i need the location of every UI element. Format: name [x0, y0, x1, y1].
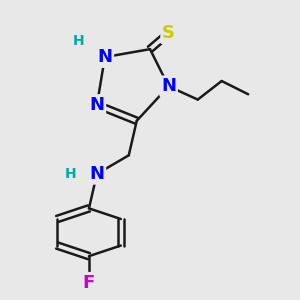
- Text: H: H: [73, 34, 84, 48]
- Text: H: H: [64, 167, 76, 181]
- Text: N: N: [98, 48, 112, 66]
- Text: F: F: [83, 274, 95, 292]
- Text: N: N: [161, 77, 176, 95]
- Text: N: N: [89, 96, 104, 114]
- Text: N: N: [89, 165, 104, 183]
- Text: S: S: [162, 24, 175, 42]
